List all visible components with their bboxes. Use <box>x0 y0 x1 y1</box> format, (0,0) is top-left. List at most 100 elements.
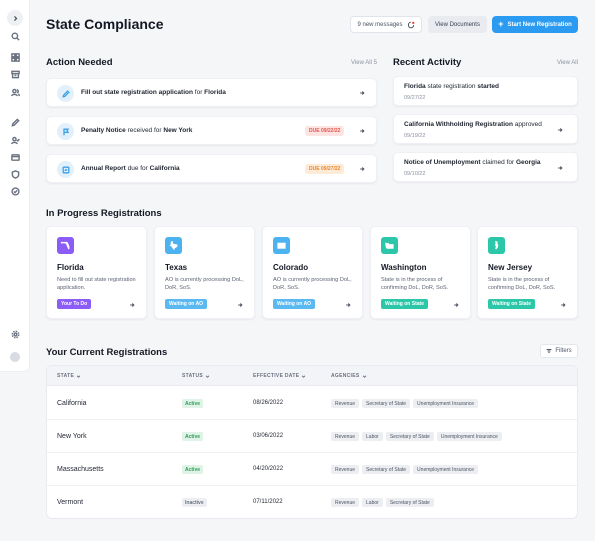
activity-item[interactable]: Florida state registration started 09/27… <box>393 76 578 106</box>
state-name: Colorado <box>273 263 309 272</box>
action-needed-title: Action Needed <box>46 57 113 68</box>
arrow-right-icon[interactable] <box>342 299 353 310</box>
due-date-badge: DUE 09/27/22 <box>305 164 345 174</box>
start-registration-button[interactable]: + Start New Registration <box>492 16 578 33</box>
agency-tag: Revenue <box>331 432 360 441</box>
agencies-cell: Revenue Secretary of State Unemployment … <box>331 465 479 474</box>
chevron-down-icon <box>362 374 366 378</box>
search-icon[interactable] <box>7 28 23 44</box>
arrow-right-icon[interactable] <box>450 299 461 310</box>
status-badge: Active <box>182 465 204 474</box>
dashboard-icon[interactable] <box>7 49 23 65</box>
messages-button[interactable]: 9 new messages <box>350 16 422 33</box>
effective-date-cell: 03/06/2022 <box>253 433 284 439</box>
state-description: AO is currently processing DoL, DoR, SoS… <box>273 277 352 292</box>
users-icon[interactable] <box>7 84 23 100</box>
arrow-right-icon[interactable] <box>356 87 367 98</box>
plus-icon: + <box>498 19 504 29</box>
arrow-right-icon[interactable] <box>557 299 568 310</box>
registration-card-texas[interactable]: Texas AO is currently processing DoL, Do… <box>154 226 255 319</box>
table-row[interactable]: California Active 08/26/2022 Revenue Sec… <box>47 387 577 420</box>
edit-icon[interactable] <box>7 114 23 130</box>
agency-tag: Labor <box>362 498 383 507</box>
archive-icon[interactable] <box>7 66 23 82</box>
activity-text: Florida state registration started <box>404 83 500 90</box>
agency-tag: Unemployment Insurance <box>413 465 479 474</box>
chevron-down-icon <box>76 374 81 378</box>
settings-gear-icon[interactable] <box>7 326 23 342</box>
state-description: AO is currently processing DoL, DoR, SoS… <box>165 277 244 292</box>
action-item-text: Fill out state registration application … <box>81 89 226 96</box>
start-registration-label: Start New Registration <box>507 21 572 28</box>
column-header-effective-date[interactable]: EFFECTIVE DATE <box>253 373 306 379</box>
action-item[interactable]: Penalty Notice received for New York DUE… <box>46 116 377 145</box>
user-avatar[interactable] <box>10 352 20 362</box>
arrow-right-icon[interactable] <box>554 162 565 173</box>
shield-icon[interactable] <box>7 166 23 182</box>
agencies-cell: Revenue Labor Secretary of State <box>331 498 434 507</box>
agency-tag: Unemployment Insurance <box>436 432 502 441</box>
action-needed-view-all-link[interactable]: View All 5 <box>351 60 377 66</box>
view-documents-button[interactable]: View Documents <box>428 16 487 33</box>
status-pill: Waiting on AO <box>165 299 208 309</box>
user-check-icon[interactable] <box>7 132 23 148</box>
status-pill: Waiting on State <box>381 299 428 309</box>
action-item[interactable]: Annual Report due for California DUE 09/… <box>46 154 377 183</box>
chevron-right-icon <box>13 15 17 21</box>
arrow-right-icon[interactable] <box>554 124 565 135</box>
effective-date-cell: 08/26/2022 <box>253 400 284 406</box>
registration-card-colorado[interactable]: Colorado AO is currently processing DoL,… <box>262 226 363 319</box>
status-badge: Active <box>182 399 204 408</box>
activity-date: 09/19/22 <box>404 133 426 139</box>
table-row[interactable]: New York Active 03/06/2022 Revenue Labor… <box>47 420 577 453</box>
status-pill: Waiting on AO <box>273 299 316 309</box>
in-progress-title: In Progress Registrations <box>46 208 162 219</box>
agency-tag: Secretary of State <box>362 465 411 474</box>
messages-label: 9 new messages <box>357 21 403 28</box>
state-cell: Vermont <box>57 499 84 506</box>
status-pill: Waiting on State <box>488 299 535 309</box>
colorado-state-icon <box>273 237 290 254</box>
agencies-cell: Revenue Secretary of State Unemployment … <box>331 399 479 408</box>
column-header-status[interactable]: STATUS <box>182 373 210 379</box>
registration-card-florida[interactable]: Florida Need to fill out state registrat… <box>46 226 147 319</box>
sidebar <box>0 0 30 372</box>
arrow-right-icon[interactable] <box>356 163 367 174</box>
table-row[interactable]: Massachusetts Active 04/20/2022 Revenue … <box>47 453 577 486</box>
activity-item[interactable]: California Withholding Registration appr… <box>393 114 578 144</box>
activity-text: California Withholding Registration appr… <box>404 121 542 128</box>
activity-date: 09/10/22 <box>404 171 426 177</box>
filters-button[interactable]: Filters <box>540 344 578 358</box>
expand-sidebar-button[interactable] <box>7 10 23 26</box>
recent-activity-title: Recent Activity <box>393 57 462 68</box>
arrow-right-icon[interactable] <box>356 125 367 136</box>
activity-item[interactable]: Notice of Unemployment claimed for Georg… <box>393 152 578 182</box>
registration-card-washington[interactable]: Washington State is in the process of co… <box>370 226 471 319</box>
registration-card-new-jersey[interactable]: New Jersey State is in the process of co… <box>477 226 578 319</box>
action-item[interactable]: Fill out state registration application … <box>46 78 377 107</box>
washington-state-icon <box>381 237 398 254</box>
pencil-icon <box>57 85 74 102</box>
column-header-agencies[interactable]: AGENCIES <box>331 373 367 379</box>
credit-card-icon[interactable] <box>7 149 23 165</box>
state-cell: California <box>57 400 87 407</box>
filters-label: Filters <box>555 348 572 354</box>
activity-text: Notice of Unemployment claimed for Georg… <box>404 159 541 166</box>
check-circle-icon[interactable] <box>7 183 23 199</box>
florida-state-icon <box>57 237 74 254</box>
state-description: State is in the process of confirming Do… <box>381 277 449 292</box>
table-row[interactable]: Vermont Inactive 07/11/2022 Revenue Labo… <box>47 486 577 518</box>
recent-activity-view-all-link[interactable]: View All <box>557 60 578 66</box>
arrow-right-icon[interactable] <box>126 299 137 310</box>
page-title: State Compliance <box>46 16 164 32</box>
state-name: Washington <box>381 263 427 272</box>
table-header: STATE STATUS EFFECTIVE DATE AGENCIES <box>47 366 577 386</box>
activity-date: 09/27/22 <box>404 95 426 101</box>
state-cell: Massachusetts <box>57 466 104 473</box>
effective-date-cell: 07/11/2022 <box>253 499 283 505</box>
column-header-state[interactable]: STATE <box>57 373 81 379</box>
state-cell: New York <box>57 433 87 440</box>
agency-tag: Secretary of State <box>385 498 434 507</box>
arrow-right-icon[interactable] <box>234 299 245 310</box>
effective-date-cell: 04/20/2022 <box>253 466 284 472</box>
